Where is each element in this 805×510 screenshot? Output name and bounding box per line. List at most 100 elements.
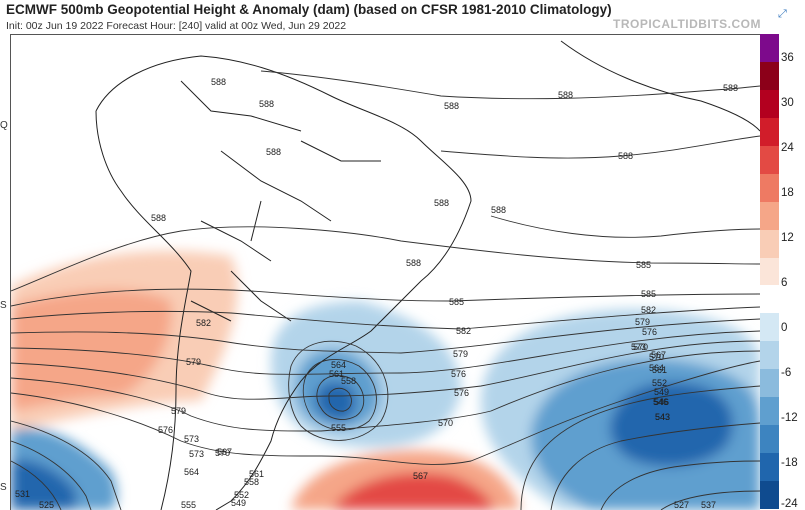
map-title: ECMWF 500mb Geopotential Height & Anomal… <box>6 2 612 17</box>
colorbar-label: 30 <box>781 97 794 109</box>
neg-anomaly-east-core <box>610 382 733 467</box>
contour-label: 579 <box>186 357 201 367</box>
lat-label: S <box>0 300 7 311</box>
contour-label: 525 <box>39 500 54 510</box>
anomaly-shading <box>11 250 760 510</box>
contour-label: 549 <box>231 498 246 508</box>
contour-label: 588 <box>723 83 738 93</box>
contour-east-3 <box>600 460 760 510</box>
map-subtitle: Init: 00z Jun 19 2022 Forecast Hour: [24… <box>6 20 347 32</box>
contour-label: 579 <box>453 349 468 359</box>
colorbar-swatch <box>760 257 779 286</box>
colorbar-label: -12 <box>781 412 798 424</box>
height-contours <box>11 70 760 510</box>
contour-561-low <box>302 359 377 431</box>
colorbar-swatch <box>760 145 779 175</box>
contour-east-1 <box>520 385 760 510</box>
lat-label: S <box>0 482 7 493</box>
brand-label: TROPICALTIDBITS.COM <box>613 17 761 31</box>
contour-label: 543 <box>655 412 670 422</box>
colorbar-label: 18 <box>781 187 794 199</box>
map-svg: 588 588 588 588 588 588 588 588 588 588 … <box>11 40 760 510</box>
contour-555-low <box>328 387 352 412</box>
contour-label: 561 <box>249 469 264 479</box>
contour-label: 564 <box>649 363 664 373</box>
colorbar-swatch <box>760 481 779 510</box>
contour-label: 585 <box>449 297 464 307</box>
colorbar-swatch <box>760 341 779 370</box>
contour-label: 588 <box>491 205 506 215</box>
contour-label: 564 <box>184 467 199 477</box>
contour-576 <box>11 330 760 375</box>
colorbar-swatch <box>760 397 779 426</box>
contour-sw-1 <box>11 420 122 510</box>
colorbar-label: 6 <box>781 277 788 289</box>
contour-588-north <box>11 226 760 292</box>
contour-label: 588 <box>211 77 226 87</box>
contour-label: 573 <box>631 342 646 352</box>
contour-label: 546 <box>654 397 669 407</box>
colorbar-swatch <box>760 313 779 342</box>
expand-icon[interactable]: ⤢ <box>778 8 787 20</box>
colorbar-swatch <box>760 369 779 398</box>
contour-558-low <box>316 375 365 420</box>
contour-label: 567 <box>413 471 428 481</box>
contour-588-mid <box>440 135 760 159</box>
colorbar-label: 0 <box>781 322 788 334</box>
colorbar-label: 24 <box>781 142 794 154</box>
colorbar-swatch <box>760 173 779 203</box>
contour-label: 555 <box>181 500 196 510</box>
contour-585 <box>11 288 760 307</box>
contour-label: 585 <box>636 260 651 270</box>
header: ECMWF 500mb Geopotential Height & Anomal… <box>0 0 805 34</box>
contour-label: 576 <box>451 369 466 379</box>
colorbar-label: 36 <box>781 52 794 64</box>
colorbar-swatch <box>760 229 779 259</box>
colorbar-swatch <box>760 453 779 482</box>
pos-anomaly-south-inner <box>331 472 496 510</box>
contour-label: 576 <box>158 425 173 435</box>
colorbar-swatch <box>760 425 779 454</box>
contour-label: 588 <box>151 213 166 223</box>
contour-label: 588 <box>618 151 633 161</box>
contour-label: 567 <box>217 447 232 457</box>
contour-label: 537 <box>701 500 716 510</box>
contour-label: 582 <box>641 305 656 315</box>
contour-label: 558 <box>244 477 259 487</box>
contour-label: 570 <box>438 418 453 428</box>
contour-588-east <box>490 215 760 238</box>
africa-coast <box>560 40 760 132</box>
contour-label: 579 <box>171 406 186 416</box>
contour-label: 573 <box>184 434 199 444</box>
contour-label: 582 <box>196 318 211 328</box>
south-america-outline <box>95 55 472 510</box>
contour-label: 570 <box>649 352 664 362</box>
contour-582 <box>11 306 760 330</box>
neg-anomaly-central-core <box>315 382 357 421</box>
contour-588-north-top <box>260 70 760 100</box>
contour-label: 570 <box>215 448 230 458</box>
contour-label: 588 <box>266 147 281 157</box>
contour-east-4 <box>660 490 760 510</box>
contour-label: 552 <box>652 378 667 388</box>
contour-labels: 588 588 588 588 588 588 588 588 588 588 … <box>15 77 738 510</box>
contour-570 <box>11 350 760 432</box>
contour-sw-2 <box>11 440 92 510</box>
contour-label: 588 <box>434 198 449 208</box>
colorbar-swatch <box>760 89 779 119</box>
colorbar-swatch <box>760 201 779 231</box>
colorbar <box>760 34 779 510</box>
country-borders <box>180 80 381 322</box>
contour-label: 576 <box>454 388 469 398</box>
colorbar-swatch <box>760 34 779 63</box>
contour-label: 527 <box>674 500 689 510</box>
colorbar-swatch <box>760 285 779 314</box>
contour-east-2 <box>550 422 760 510</box>
contour-label: 570 <box>633 342 648 352</box>
contour-label: 564 <box>331 360 346 370</box>
contour-label: 561 <box>329 369 344 379</box>
contour-sw-3 <box>11 460 62 510</box>
contour-label: 561 <box>652 365 667 375</box>
contour-label: 567 <box>651 350 666 360</box>
pos-anomaly-west-inner <box>11 289 172 411</box>
